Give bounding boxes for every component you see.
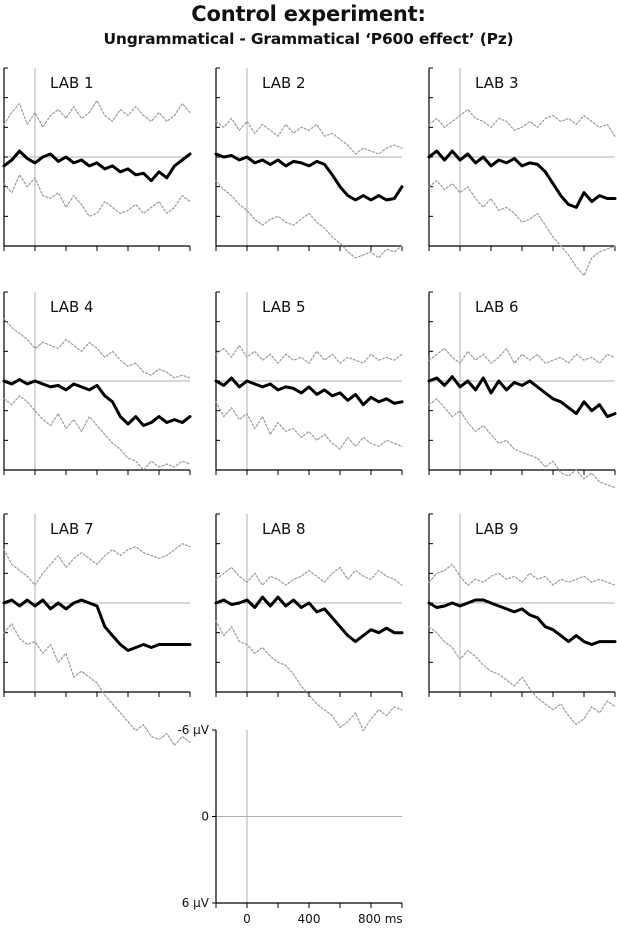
ci-upper-line — [3, 623, 191, 746]
effect-line — [2, 598, 192, 652]
ci-upper-line — [215, 620, 403, 732]
ci-lower-line — [428, 108, 616, 137]
scale-panel: -6 µV 0 6 µV 0 400 800 ms — [177, 723, 402, 926]
scale-x-tick-label: 400 — [298, 912, 321, 926]
panel-2: LAB 2 — [214, 67, 404, 259]
effect-line — [214, 152, 404, 202]
panel-label: LAB 4 — [50, 298, 94, 316]
ci-lower-line — [3, 318, 191, 379]
ci-lower-line — [3, 100, 191, 128]
scale-y-tick-label: 0 — [201, 810, 209, 824]
ci-upper-line — [3, 174, 191, 217]
chart-subtitle: Ungrammatical - Grammatical ‘P600 effect… — [103, 30, 514, 48]
effect-line — [427, 375, 617, 419]
ci-upper-line — [215, 401, 403, 450]
panel-3: LAB 3 — [427, 67, 617, 277]
ci-lower-line — [215, 344, 403, 364]
ci-upper-line — [3, 395, 191, 471]
effect-line — [2, 378, 192, 427]
panel-4: LAB 4 — [2, 291, 192, 475]
chart-title: Control experiment: — [191, 2, 426, 26]
panel-label: LAB 5 — [262, 298, 306, 316]
panel-5: LAB 5 — [214, 291, 404, 475]
scale-x-tick-label: 0 — [243, 912, 251, 926]
panel-8: LAB 8 — [214, 513, 404, 732]
ci-lower-line — [3, 543, 191, 586]
ci-lower-line — [215, 566, 403, 586]
panel-label: LAB 8 — [262, 520, 306, 538]
scale-y-tick-label: -6 µV — [177, 723, 209, 737]
scale-x-tick-label: 800 ms — [358, 912, 403, 926]
panel-label: LAB 3 — [475, 74, 519, 92]
panel-label: LAB 2 — [262, 74, 306, 92]
effect-line — [2, 149, 192, 183]
effect-line — [427, 598, 617, 646]
panel-label: LAB 7 — [50, 520, 94, 538]
ci-lower-line — [215, 117, 403, 155]
ci-upper-line — [428, 626, 616, 726]
ci-upper-line — [428, 398, 616, 489]
scale-y-tick-label: 6 µV — [182, 896, 210, 910]
effect-line — [427, 149, 617, 209]
effect-line — [214, 595, 404, 644]
panel-7: LAB 7 — [2, 513, 192, 746]
panel-label: LAB 1 — [50, 74, 94, 92]
panel-label: LAB 9 — [475, 520, 519, 538]
ci-lower-line — [428, 347, 616, 364]
ci-upper-line — [215, 180, 403, 259]
ci-lower-line — [428, 563, 616, 586]
panel-1: LAB 1 — [2, 67, 192, 251]
panel-6: LAB 6 — [427, 291, 617, 489]
panel-label: LAB 6 — [475, 298, 519, 316]
effect-line — [214, 376, 404, 407]
panel-9: LAB 9 — [427, 513, 617, 726]
